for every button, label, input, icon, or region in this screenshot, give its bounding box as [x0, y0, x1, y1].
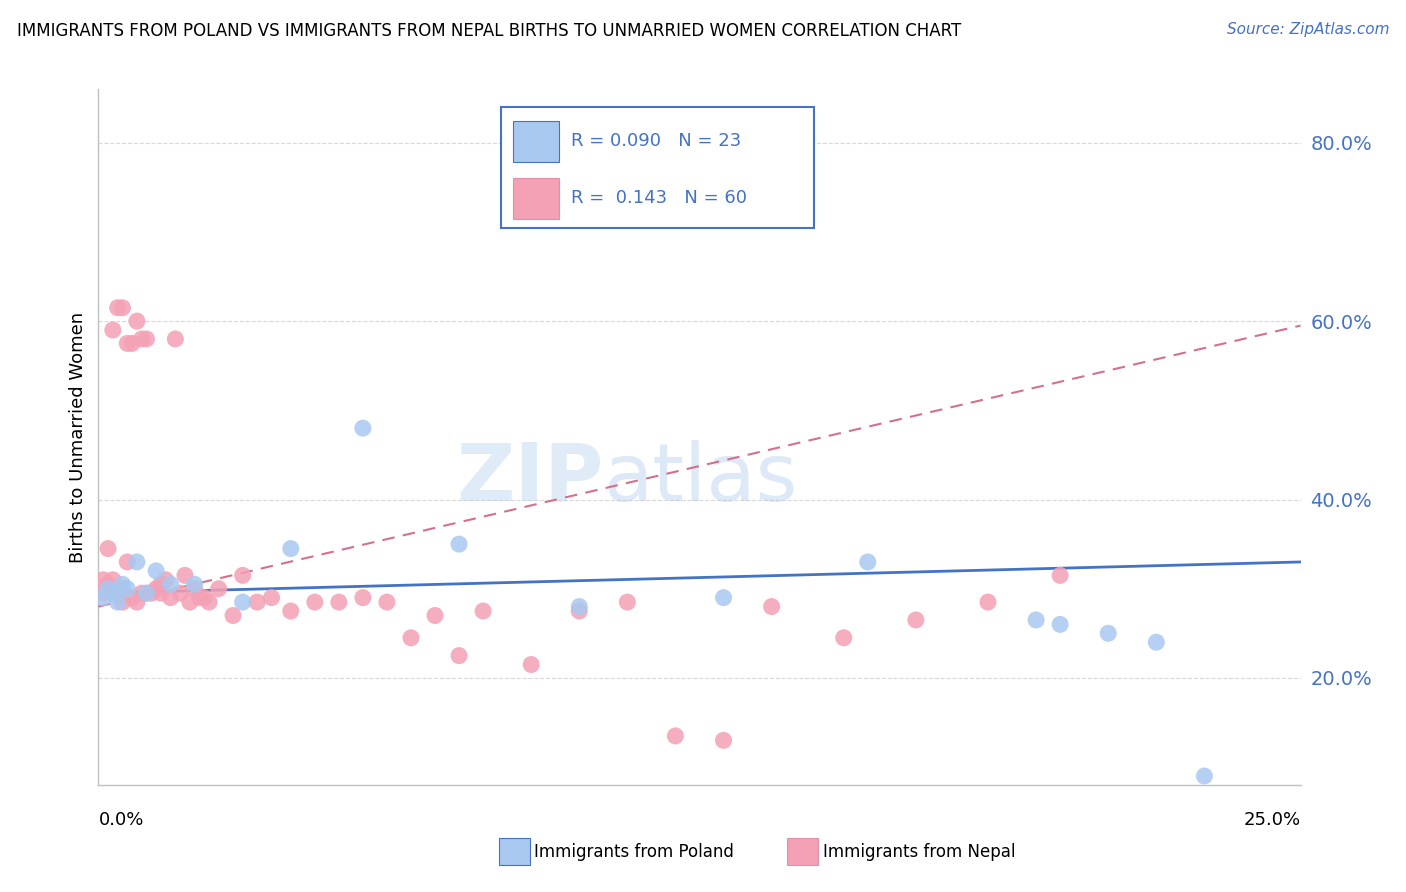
Point — [111, 595, 134, 609]
Text: ZIP: ZIP — [456, 440, 603, 518]
Text: Immigrants from Poland: Immigrants from Poland — [534, 843, 734, 861]
Point — [179, 595, 201, 609]
Point — [131, 586, 153, 600]
Point — [107, 586, 129, 600]
Text: Immigrants from Nepal: Immigrants from Nepal — [823, 843, 1015, 861]
Point — [352, 421, 374, 435]
Point — [101, 586, 124, 600]
Point — [141, 586, 163, 600]
FancyBboxPatch shape — [513, 178, 558, 219]
Point — [121, 591, 143, 605]
Point — [713, 591, 735, 605]
Point — [174, 568, 197, 582]
Point — [91, 573, 114, 587]
Text: IMMIGRANTS FROM POLAND VS IMMIGRANTS FROM NEPAL BIRTHS TO UNMARRIED WOMEN CORREL: IMMIGRANTS FROM POLAND VS IMMIGRANTS FRO… — [17, 22, 962, 40]
Point — [713, 733, 735, 747]
Point — [280, 604, 302, 618]
Point — [375, 595, 398, 609]
Point — [208, 582, 231, 596]
Text: 0.0%: 0.0% — [98, 811, 143, 829]
Point — [568, 599, 591, 614]
Point — [1049, 568, 1071, 582]
Point — [904, 613, 927, 627]
Point — [135, 586, 157, 600]
Point — [145, 582, 167, 596]
Point — [222, 608, 245, 623]
Point — [1194, 769, 1216, 783]
Point — [131, 332, 153, 346]
Point — [117, 555, 139, 569]
Point — [111, 577, 134, 591]
Point — [616, 595, 638, 609]
Point — [568, 604, 591, 618]
Point — [188, 591, 211, 605]
Point — [664, 729, 686, 743]
Point — [125, 314, 148, 328]
Text: Source: ZipAtlas.com: Source: ZipAtlas.com — [1226, 22, 1389, 37]
Point — [101, 573, 124, 587]
Point — [91, 591, 114, 605]
Point — [149, 577, 172, 591]
Point — [352, 591, 374, 605]
Point — [399, 631, 422, 645]
Point — [280, 541, 302, 556]
Point — [159, 591, 181, 605]
Point — [447, 537, 470, 551]
Point — [169, 586, 191, 600]
Y-axis label: Births to Unmarried Women: Births to Unmarried Women — [69, 311, 87, 563]
Point — [97, 582, 120, 596]
FancyBboxPatch shape — [513, 120, 558, 162]
Point — [1097, 626, 1119, 640]
Point — [1144, 635, 1167, 649]
Point — [232, 595, 254, 609]
Point — [260, 591, 283, 605]
Point — [125, 595, 148, 609]
Point — [125, 555, 148, 569]
Text: R =  0.143   N = 60: R = 0.143 N = 60 — [571, 189, 747, 208]
Point — [111, 582, 134, 596]
Point — [328, 595, 350, 609]
Point — [117, 582, 139, 596]
Point — [304, 595, 326, 609]
Text: R = 0.090   N = 23: R = 0.090 N = 23 — [571, 132, 741, 151]
Point — [472, 604, 495, 618]
Point — [447, 648, 470, 663]
FancyBboxPatch shape — [501, 106, 814, 228]
Point — [193, 591, 215, 605]
Point — [183, 577, 205, 591]
Text: 25.0%: 25.0% — [1243, 811, 1301, 829]
Point — [232, 568, 254, 582]
Text: atlas: atlas — [603, 440, 797, 518]
Point — [423, 608, 446, 623]
Point — [246, 595, 269, 609]
Point — [159, 577, 181, 591]
Point — [101, 586, 124, 600]
Point — [97, 577, 120, 591]
Point — [149, 586, 172, 600]
Point — [165, 332, 187, 346]
Point — [1049, 617, 1071, 632]
Point — [101, 323, 124, 337]
Point — [183, 582, 205, 596]
Point — [761, 599, 783, 614]
Point — [91, 586, 114, 600]
Point — [135, 586, 157, 600]
Point — [107, 301, 129, 315]
Point — [520, 657, 543, 672]
Point — [1025, 613, 1047, 627]
Point — [145, 564, 167, 578]
Point — [111, 301, 134, 315]
Point — [117, 336, 139, 351]
Point — [107, 595, 129, 609]
Point — [135, 332, 157, 346]
Point — [856, 555, 879, 569]
Point — [121, 336, 143, 351]
Point — [198, 595, 221, 609]
Point — [832, 631, 855, 645]
Point — [155, 573, 177, 587]
Point — [977, 595, 1000, 609]
Point — [97, 541, 120, 556]
